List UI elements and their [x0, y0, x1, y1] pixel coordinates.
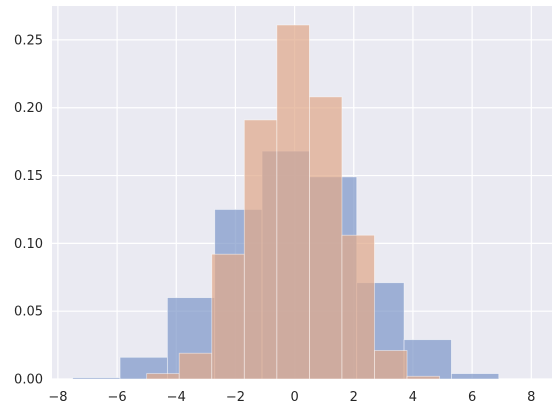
x-tick-label: 6: [468, 390, 476, 405]
histogram-bar-series-1: [72, 377, 121, 380]
x-tick-label: −6: [108, 390, 127, 405]
y-tick-label: 0.15: [14, 169, 43, 184]
x-axis-ticks: −8 −6 −4 −2 0 2 4 6 8: [48, 390, 535, 405]
x-tick-label: −2: [226, 390, 245, 405]
x-tick-label: −8: [48, 390, 67, 405]
histogram-bar-series-2: [406, 375, 440, 380]
histogram-bar-series-1: [451, 373, 500, 380]
y-tick-label: 0.00: [14, 373, 43, 388]
x-tick-label: 8: [527, 390, 535, 405]
histogram-bar-series-1: [403, 339, 452, 380]
x-tick-label: 0: [290, 390, 298, 405]
histogram-bar-series-2: [178, 352, 213, 380]
histogram-bar-series-2: [308, 96, 343, 380]
histogram-bar-series-2: [374, 350, 408, 380]
y-tick-label: 0.20: [14, 101, 43, 116]
y-axis-ticks: 0.00 0.05 0.10 0.15 0.20 0.25: [14, 33, 43, 387]
y-tick-label: 0.05: [14, 305, 43, 320]
histogram-bar-series-2: [276, 24, 310, 380]
histogram-bar-series-2: [341, 234, 375, 380]
y-tick-label: 0.25: [14, 33, 43, 48]
histogram-bar-series-2: [243, 119, 278, 380]
x-tick-label: −4: [167, 390, 186, 405]
histogram-bars: [72, 24, 500, 380]
y-tick-label: 0.10: [14, 237, 43, 252]
x-tick-label: 4: [409, 390, 417, 405]
histogram-bar-series-2: [146, 373, 180, 380]
histogram-bar-series-2: [211, 253, 245, 380]
x-tick-label: 2: [350, 390, 358, 405]
